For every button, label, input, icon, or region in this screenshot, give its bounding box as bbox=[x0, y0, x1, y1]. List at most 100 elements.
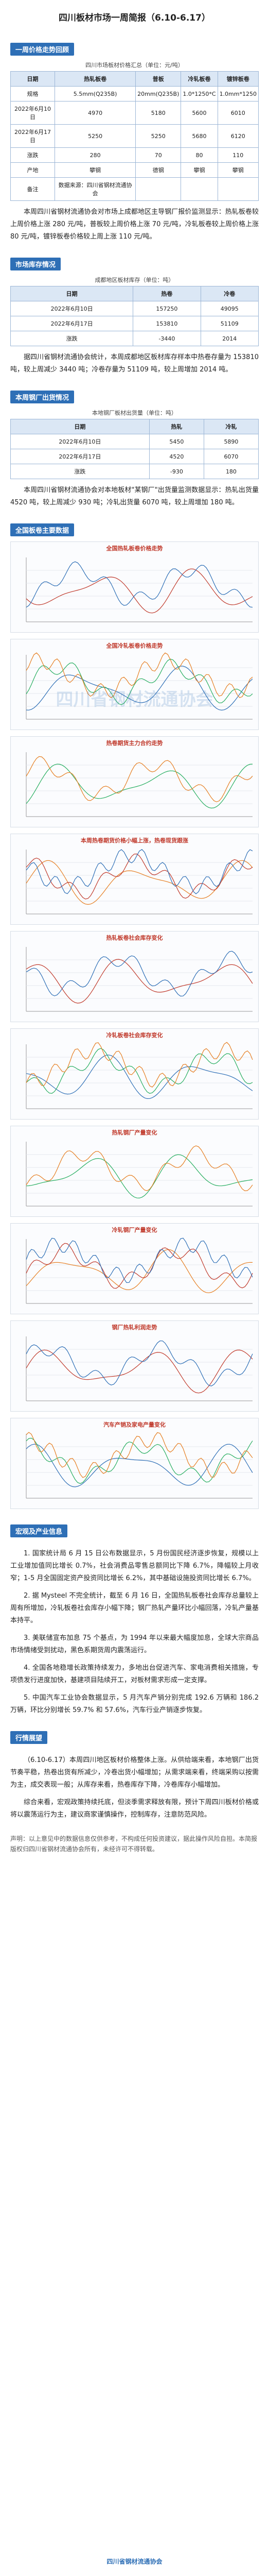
table-row: 2022年6月17日 153810 51109 bbox=[10, 316, 259, 331]
title: 四川板材市场一周简报（6.10-6.17） bbox=[59, 13, 210, 23]
table-cell: 涨跌 bbox=[10, 464, 150, 479]
chart-graphic bbox=[26, 1042, 253, 1109]
table-header-row: 日期 热卷 冷卷 bbox=[10, 286, 259, 301]
chart-title: 热轧板卷社会库存变化 bbox=[106, 935, 163, 941]
table-header-cell: 日期 bbox=[10, 286, 134, 301]
footer: 四川省钢材流通协会 bbox=[106, 2558, 163, 2565]
table-cell: 70 bbox=[135, 147, 182, 163]
table-cell: 157250 bbox=[133, 301, 201, 316]
chart-image: 冷轧钢厂产量变化 bbox=[10, 1223, 259, 1314]
chart-line bbox=[26, 1340, 253, 1386]
table-cell-empty bbox=[181, 177, 218, 201]
chart-image: 钢厂热轧利润走势 bbox=[10, 1320, 259, 1412]
table-caption: 本地钢厂板材出货量（单位：吨） bbox=[92, 410, 177, 416]
content: 一周价格走势回顾 四川市场板材价格汇总（单位：元/吨） 日期 热轧板卷 普板 冷轧板卷 镀锌… bbox=[10, 33, 259, 1854]
table-row: 规格 5.5mm(Q235B) 20mm(Q235B) 1.0*1250*C 1.0mm… bbox=[10, 86, 259, 101]
table-cell: 1.0mm*1250 bbox=[217, 86, 259, 101]
paragraph: （6.10-6.17）本周四川地区板材价格整体上涨。从供给端来看，本地钢厂出货节… bbox=[10, 1756, 259, 1789]
table-header-row: 日期 热轧 冷轧 bbox=[10, 419, 259, 434]
table-cell: 80 bbox=[181, 147, 218, 163]
chart-graphic bbox=[26, 1142, 253, 1207]
section-heading: 本周钢厂出货情况 bbox=[10, 391, 75, 403]
chart-line bbox=[26, 1437, 253, 1484]
table-cell: 20mm(Q235B) bbox=[135, 86, 182, 101]
chart-line bbox=[26, 853, 253, 900]
paragraph: 3. 美联储宣布加息 75 个基点，为 1994 年以来最大幅度加息，全球大宗商… bbox=[10, 1634, 259, 1654]
table-row: 涨跌 280 70 80 110 bbox=[10, 147, 259, 163]
table-row: 涨跌 -3440 2014 bbox=[10, 331, 259, 346]
table-header-cell: 热卷 bbox=[133, 286, 201, 301]
table-cell: 5600 bbox=[181, 101, 218, 125]
paragraph: 本周四川省钢材流通协会对本地板材"某钢厂"出货量监测数据显示：热轧出货量 452… bbox=[10, 486, 259, 506]
chart-image: 本周热卷期货价格小幅上涨，热卷现货跟涨 bbox=[10, 834, 259, 925]
table-header-cell: 冷卷 bbox=[200, 286, 259, 301]
table-cell: -3440 bbox=[133, 331, 201, 346]
chart-line bbox=[26, 1154, 253, 1199]
chart-graphic bbox=[26, 652, 253, 720]
chart-title: 汽车产销及家电产量变化 bbox=[103, 1421, 166, 1428]
table-cell: 规格 bbox=[10, 86, 56, 101]
chart-image: 全国热轧板卷价格走势 bbox=[10, 541, 259, 633]
paragraph: 综合来看，宏观政策持续托底，但淡季需求释放有限，预计下周四川板材价格或将以震荡运… bbox=[10, 1799, 259, 1819]
chart-line bbox=[26, 568, 253, 614]
table-header-row: 日期 热轧板卷 普板 冷轧板卷 镀锌板卷 bbox=[10, 71, 259, 87]
data-table: 日期 热卷 冷卷 2022年6月10日 157250 49095 2022年6月17日 153… bbox=[10, 286, 259, 346]
table-cell: 涨跌 bbox=[10, 331, 134, 346]
chart-graphic bbox=[26, 752, 253, 817]
chart-graphic bbox=[26, 947, 253, 1012]
table-cell: 180 bbox=[203, 464, 259, 479]
chart-graphic bbox=[26, 557, 253, 622]
table-caption: 四川市场板材价格汇总（单位：元/吨） bbox=[85, 62, 184, 69]
table-cell: 产地 bbox=[10, 162, 56, 178]
table-row: 2022年6月10日 4970 5180 5600 6010 bbox=[10, 101, 259, 125]
chart-graphic bbox=[26, 1238, 253, 1304]
table-row: 2022年6月10日 157250 49095 bbox=[10, 301, 259, 316]
chart-image: 热轧板卷社会库存变化 bbox=[10, 931, 259, 1022]
table-cell-empty bbox=[135, 177, 182, 201]
table-cell: 2014 bbox=[200, 331, 259, 346]
table-cell: 攀钢 bbox=[55, 162, 136, 178]
table-cell: 4520 bbox=[149, 449, 204, 464]
chart-title: 冷轧板卷社会库存变化 bbox=[106, 1032, 163, 1039]
paragraph: 据四川省钢材流通协会统计，本周成都地区板材库存样本中热卷存量为 153810 吨… bbox=[10, 353, 259, 374]
table-cell: 1.0*1250*C bbox=[181, 86, 218, 101]
table-header-cell: 日期 bbox=[10, 419, 150, 434]
chart-title: 钢厂热轧利润走势 bbox=[112, 1324, 157, 1331]
table-cell: 51109 bbox=[200, 316, 259, 331]
table-caption: 成都地区板材库存（单位：吨） bbox=[95, 277, 174, 283]
table-cell: 6120 bbox=[217, 124, 259, 148]
table-cell: 5180 bbox=[135, 101, 182, 125]
table-cell: 5450 bbox=[149, 434, 204, 449]
chart-title: 全国热轧板卷价格走势 bbox=[106, 545, 163, 552]
section-heading: 行情展望 bbox=[10, 1731, 48, 1744]
chart-line bbox=[26, 1249, 253, 1293]
table-header-cell: 日期 bbox=[10, 71, 56, 87]
table-row: 备注 数据来源：四川省钢材流通协会 bbox=[10, 177, 259, 201]
table-cell: 110 bbox=[217, 147, 259, 163]
chart-line bbox=[26, 959, 253, 1004]
table-cell: 攀钢 bbox=[181, 162, 218, 178]
chart-line bbox=[26, 1243, 253, 1289]
chart-image: 汽车产销及家电产量变化 bbox=[10, 1418, 259, 1509]
chart-image: 热卷期货主力合约走势 bbox=[10, 736, 259, 827]
table-cell: 攀钢 bbox=[217, 162, 259, 178]
table-row: 2022年6月17日 5250 5250 5680 6120 bbox=[10, 124, 259, 148]
table-cell: 5.5mm(Q235B) bbox=[55, 86, 136, 101]
table-cell: 2022年6月17日 bbox=[10, 316, 134, 331]
table-header-cell: 镀锌板卷 bbox=[217, 71, 259, 87]
data-table: 日期 热轧 冷轧 2022年6月10日 5450 5890 2022年6月17日 4520 60… bbox=[10, 419, 259, 479]
table-cell: 涨跌 bbox=[10, 147, 56, 163]
chart-graphic bbox=[26, 1432, 253, 1499]
chart-line bbox=[26, 1145, 253, 1192]
disclaimer: 声明：以上意见中的数据信息仅供参考，不构成任何投资建议，据此操作风险自担。本简报… bbox=[10, 1835, 258, 1853]
table-row: 2022年6月10日 5450 5890 bbox=[10, 434, 259, 449]
paragraph: 4. 全国各地稳增长政策持续发力，多地出台促进汽车、家电消费相关措施，专项债发行… bbox=[10, 1664, 259, 1684]
chart-line bbox=[26, 1432, 253, 1478]
chart-title: 热卷期货主力合约走势 bbox=[106, 740, 163, 747]
chart-title: 全国冷轧板卷价格走势 bbox=[106, 642, 163, 649]
table-cell: 备注 bbox=[10, 177, 56, 201]
table-row: 2022年6月17日 4520 6070 bbox=[10, 449, 259, 464]
paragraph: 本周四川省钢材流通协会对市场上成都地区主导钢厂报价监测显示：热轧板卷较上周价格上… bbox=[10, 208, 259, 241]
chart-line bbox=[26, 658, 253, 705]
